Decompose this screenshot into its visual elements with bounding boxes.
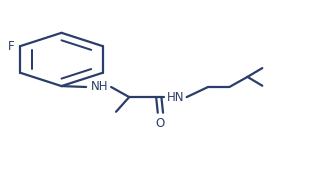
Text: HN: HN — [166, 91, 184, 104]
Text: NH: NH — [91, 80, 109, 93]
Text: O: O — [156, 117, 165, 130]
Text: F: F — [8, 40, 14, 53]
